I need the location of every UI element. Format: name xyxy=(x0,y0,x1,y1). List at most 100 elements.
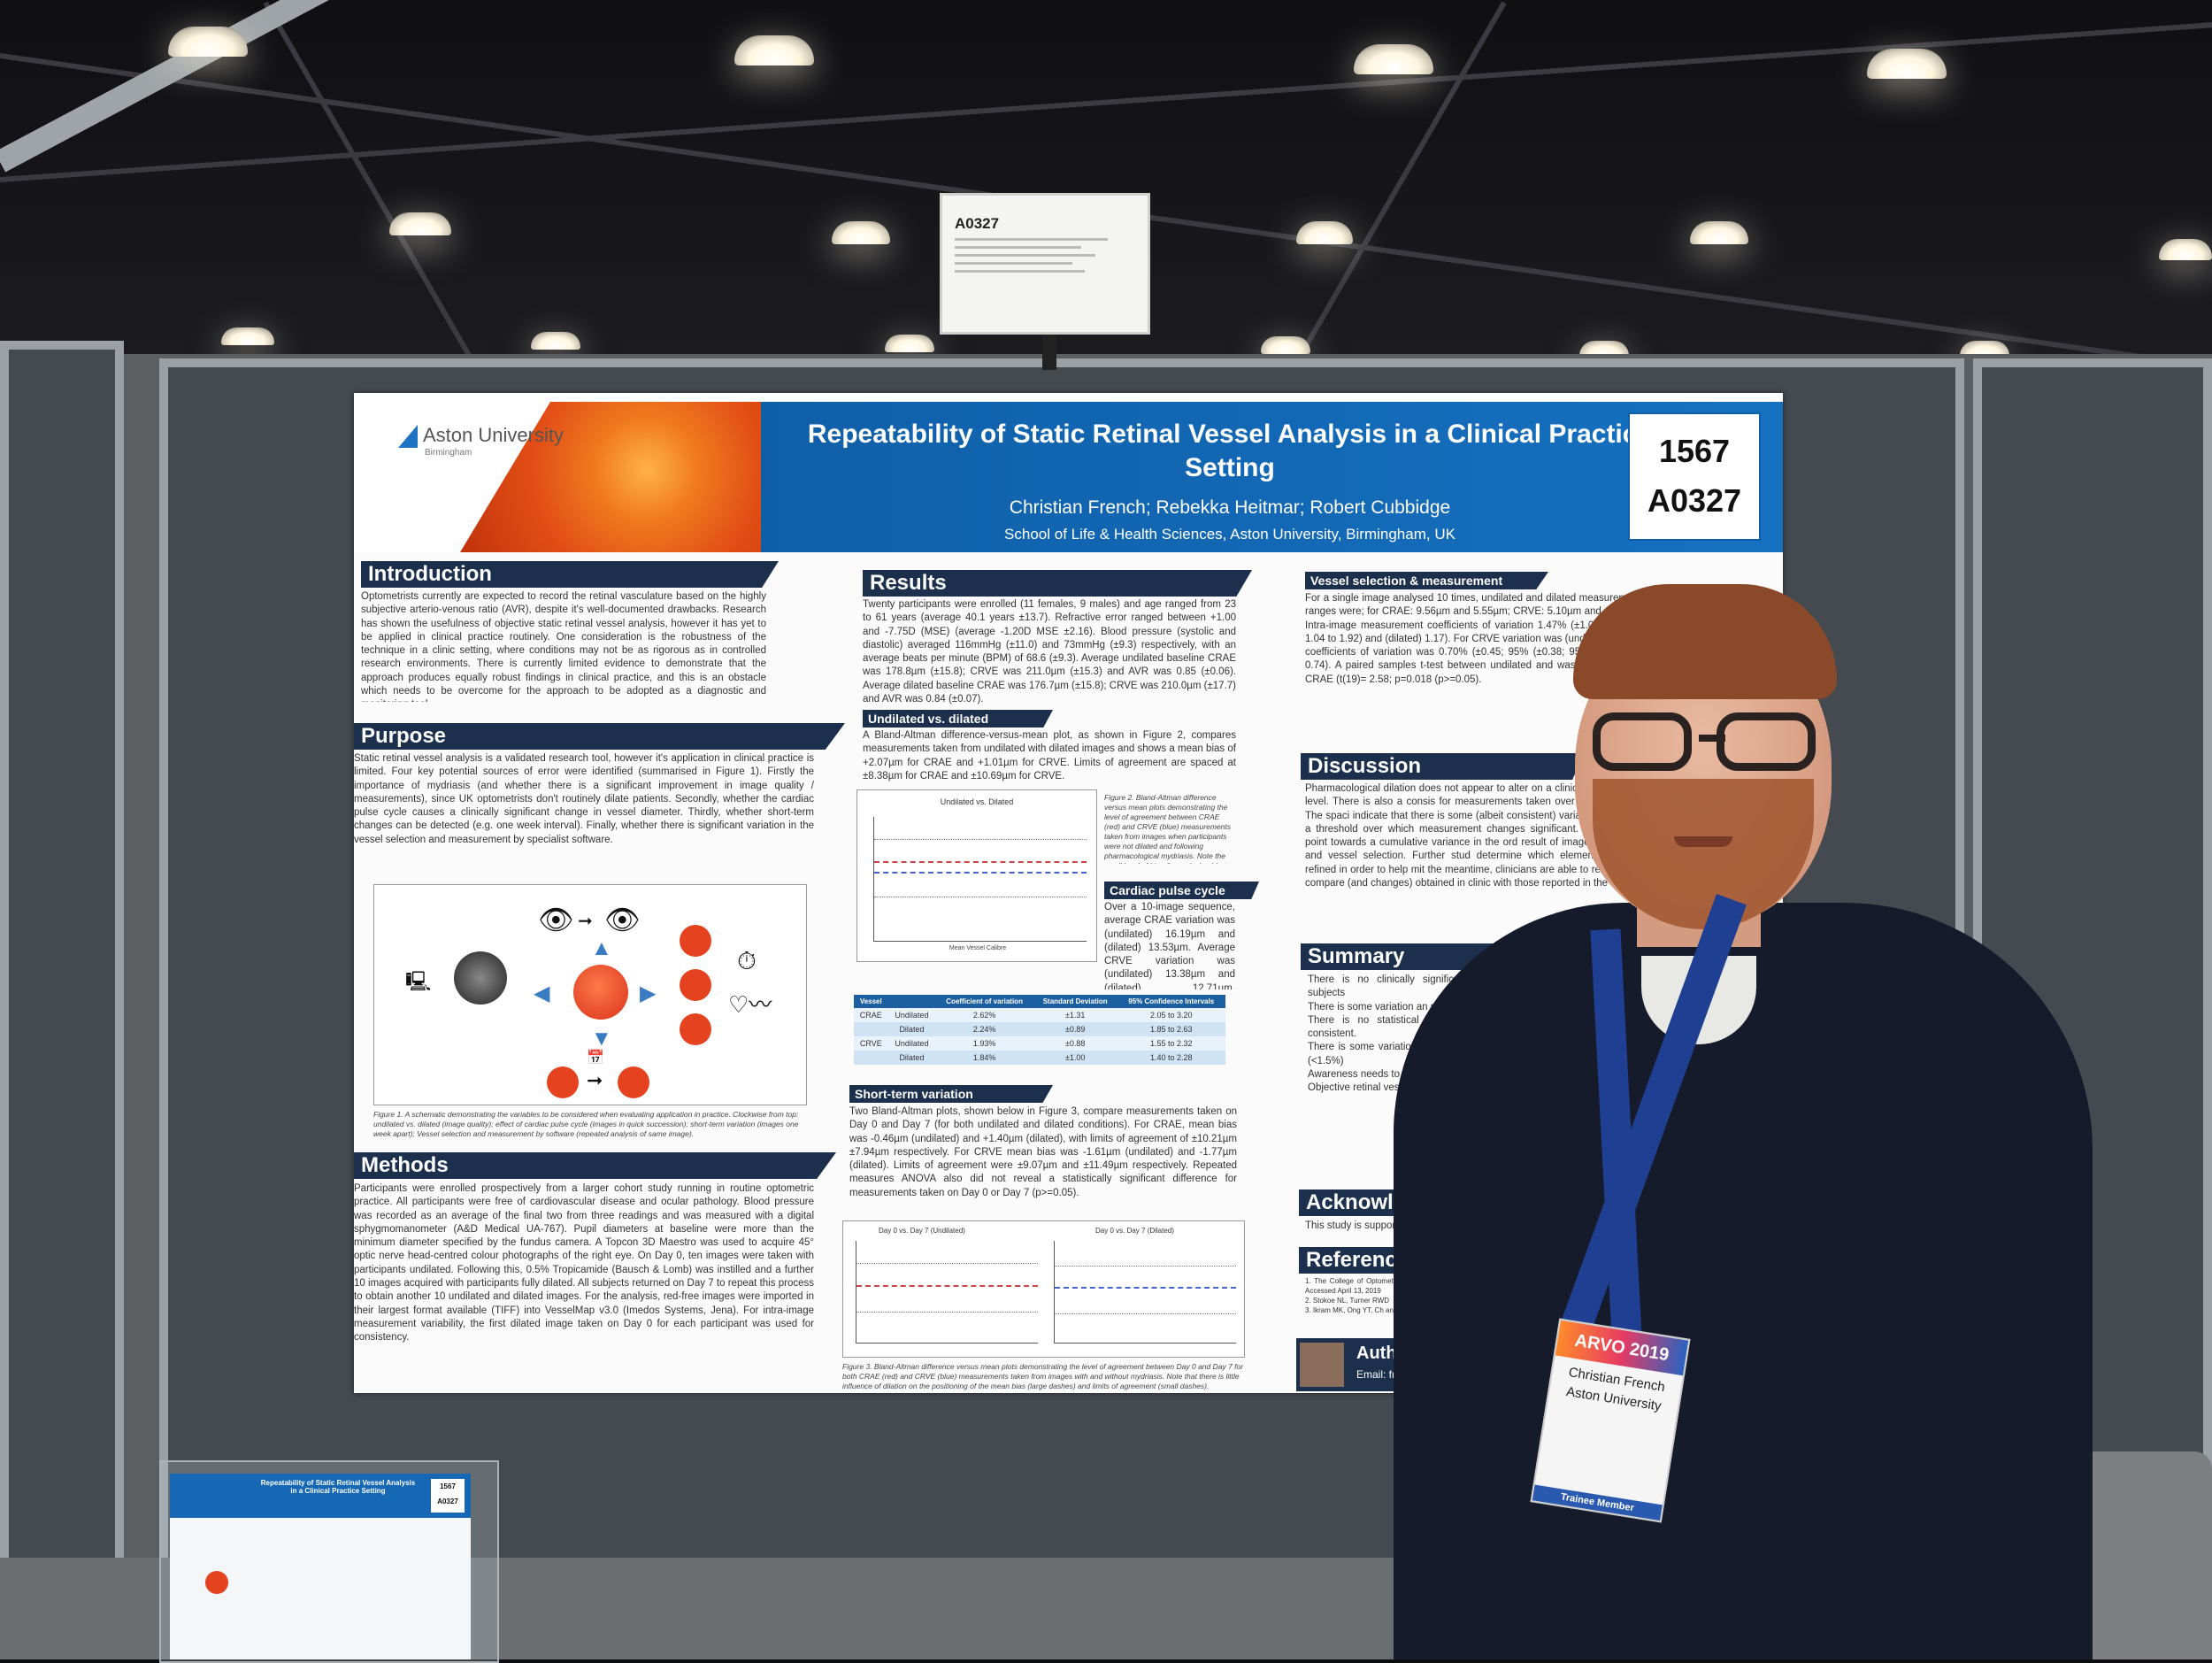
reference-item: 3. Ikram MK, Ong YT, Ch and future persp… xyxy=(1305,1306,1448,1314)
table-row: Dilated 2.24% ±0.89 1.85 to 2.63 xyxy=(854,1022,1225,1036)
vessel-selection-text: For a single image analysed 10 times, un… xyxy=(1305,593,1641,685)
handout-code: A0327 xyxy=(437,1497,458,1505)
retina-small-icon xyxy=(680,1013,711,1045)
ceiling-light xyxy=(389,212,451,235)
table-cell: Dilated xyxy=(887,1051,936,1065)
ceiling-light xyxy=(1296,221,1353,244)
author-box-label: Auth xyxy=(1356,1343,1397,1363)
table-cell: Undilated xyxy=(887,1008,936,1022)
handout-header xyxy=(170,1474,471,1518)
ceiling-light xyxy=(1867,49,1947,79)
table-cell: 1.84% xyxy=(935,1051,1033,1065)
introduction-heading: Introduction xyxy=(361,561,779,588)
board-label-code: A0327 xyxy=(955,215,1000,232)
handout-number: 1567 xyxy=(440,1482,456,1490)
limit-line xyxy=(856,1312,1038,1313)
arrow-up-icon: ▲ xyxy=(591,936,612,960)
table-header: Vessel xyxy=(854,995,888,1008)
table-cell: 2.05 to 3.20 xyxy=(1117,1008,1225,1022)
handout-title: Repeatability of Static Retinal Vessel A… xyxy=(260,1479,416,1495)
poster-title-banner xyxy=(757,402,1783,552)
ceiling-light xyxy=(832,221,890,244)
table-row: CRVE Undilated 1.93% ±0.88 1.55 to 2.32 xyxy=(854,1036,1225,1051)
figure-3-left-axes xyxy=(856,1241,1038,1343)
short-term-subheading: Short-term variation xyxy=(849,1085,1053,1103)
glasses-lens-right xyxy=(1717,712,1816,771)
university-logo: Aston University Birmingham xyxy=(398,424,564,458)
arrow-right-icon: ▶ xyxy=(640,982,657,1005)
ceiling-light xyxy=(1690,221,1748,244)
table-header xyxy=(887,995,936,1008)
calendar-icon: 📅 xyxy=(587,1051,604,1066)
eye-icon: 👁 xyxy=(538,904,574,935)
table-cell: 1.40 to 2.28 xyxy=(1117,1051,1225,1065)
introduction-text: Optometrists currently are expected to r… xyxy=(361,591,766,702)
ceiling-light xyxy=(531,332,580,350)
glasses-lens-left xyxy=(1593,712,1692,771)
author-photo xyxy=(1300,1343,1344,1387)
label-line xyxy=(955,270,1085,273)
methods-text: Participants were enrolled prospectively… xyxy=(354,1183,814,1343)
arrow-right-icon: ➞ xyxy=(578,912,593,931)
figure-2-caption: Figure 2. Bland-Altman difference versus… xyxy=(1104,793,1231,864)
person-hair xyxy=(1573,584,1837,699)
table-cell: 1.55 to 2.32 xyxy=(1117,1036,1225,1051)
bias-line xyxy=(1055,1287,1236,1289)
ceiling-light xyxy=(734,35,814,65)
poster-board-code: A0327 xyxy=(1647,482,1742,519)
logo-city: Birmingham xyxy=(425,448,472,458)
table-cell xyxy=(854,1022,888,1036)
discussion-heading: Discussion xyxy=(1301,753,1584,780)
table-cell: 2.62% xyxy=(935,1008,1033,1022)
board-label-card: A0327 xyxy=(940,193,1150,335)
table-header: Coefficient of variation xyxy=(935,995,1033,1008)
ceiling-light xyxy=(168,27,248,57)
purpose-heading: Purpose xyxy=(354,723,845,750)
table-cell: ±0.88 xyxy=(1033,1036,1118,1051)
figure-1-caption: Figure 1. A schematic demonstrating the … xyxy=(373,1110,799,1138)
computer-icon: 🖳 xyxy=(405,970,432,992)
table-cell: ±1.31 xyxy=(1033,1008,1118,1022)
figure-2-title: Undilated vs. Dilated xyxy=(940,797,1014,806)
table-header: 95% Confidence Intervals xyxy=(1117,995,1225,1008)
figure-2-axes xyxy=(873,817,1087,942)
table-header: Standard Deviation xyxy=(1033,995,1118,1008)
ceiling-light xyxy=(2159,239,2212,260)
undilated-subheading: Undilated vs. dilated xyxy=(863,710,1053,728)
central-retina-icon xyxy=(573,965,628,1020)
undilated-text: A Bland-Altman difference-versus-mean pl… xyxy=(863,730,1236,781)
retina-small-icon xyxy=(680,969,711,1001)
cardiac-text: Over a 10-image sequence, average CRAE v… xyxy=(1104,902,1235,989)
table-cell: ±0.89 xyxy=(1033,1022,1118,1036)
ceiling-light xyxy=(885,335,934,352)
eye-icon: 👁 xyxy=(604,904,641,935)
figure-1-schematic: 👁 ➞ 👁 ▲ ▶ ◀ ▼ ⏱ ♡〰 🖳 ➞ 📅 xyxy=(373,884,807,1105)
table-row: Dilated 1.84% ±1.00 1.40 to 2.28 xyxy=(854,1051,1225,1065)
results-heading: Results xyxy=(863,570,1252,597)
purpose-text: Static retinal vessel analysis is a vali… xyxy=(354,753,814,845)
poster-affiliation: School of Life & Health Sciences, Aston … xyxy=(1004,526,1455,543)
limit-line xyxy=(856,1263,1038,1264)
figure-3-plots: Day 0 vs. Day 7 (Undilated) Day 0 vs. Da… xyxy=(842,1220,1245,1358)
table-cell: Dilated xyxy=(887,1022,936,1036)
label-line xyxy=(955,246,1081,249)
limit-line xyxy=(874,839,1087,840)
logo-triangle-icon xyxy=(398,425,418,449)
figure-3-left-title: Day 0 vs. Day 7 (Undilated) xyxy=(879,1227,965,1235)
label-clip xyxy=(1042,335,1056,370)
retina-small-icon xyxy=(680,925,711,957)
short-term-text: Two Bland-Altman plots, shown below in F… xyxy=(849,1106,1237,1198)
booth-panel-left xyxy=(0,341,124,1659)
label-line xyxy=(955,254,1096,257)
handout-retina-icon xyxy=(205,1571,228,1594)
handout-poster[interactable]: Repeatability of Static Retinal Vessel A… xyxy=(170,1474,471,1659)
ceiling-light xyxy=(1354,44,1433,74)
arrow-right-icon: ➞ xyxy=(587,1069,603,1091)
acknowledgements-text: This study is supporte xyxy=(1305,1220,1404,1231)
poster-number: 1567 xyxy=(1658,433,1731,469)
table-cell: 2.24% xyxy=(935,1022,1033,1036)
methods-heading: Methods xyxy=(354,1152,836,1179)
cardiac-subheading: Cardiac pulse cycle xyxy=(1104,882,1259,899)
person-jacket xyxy=(1394,903,2093,1659)
poster-title: Repeatability of Static Retinal Vessel A… xyxy=(807,420,1653,482)
